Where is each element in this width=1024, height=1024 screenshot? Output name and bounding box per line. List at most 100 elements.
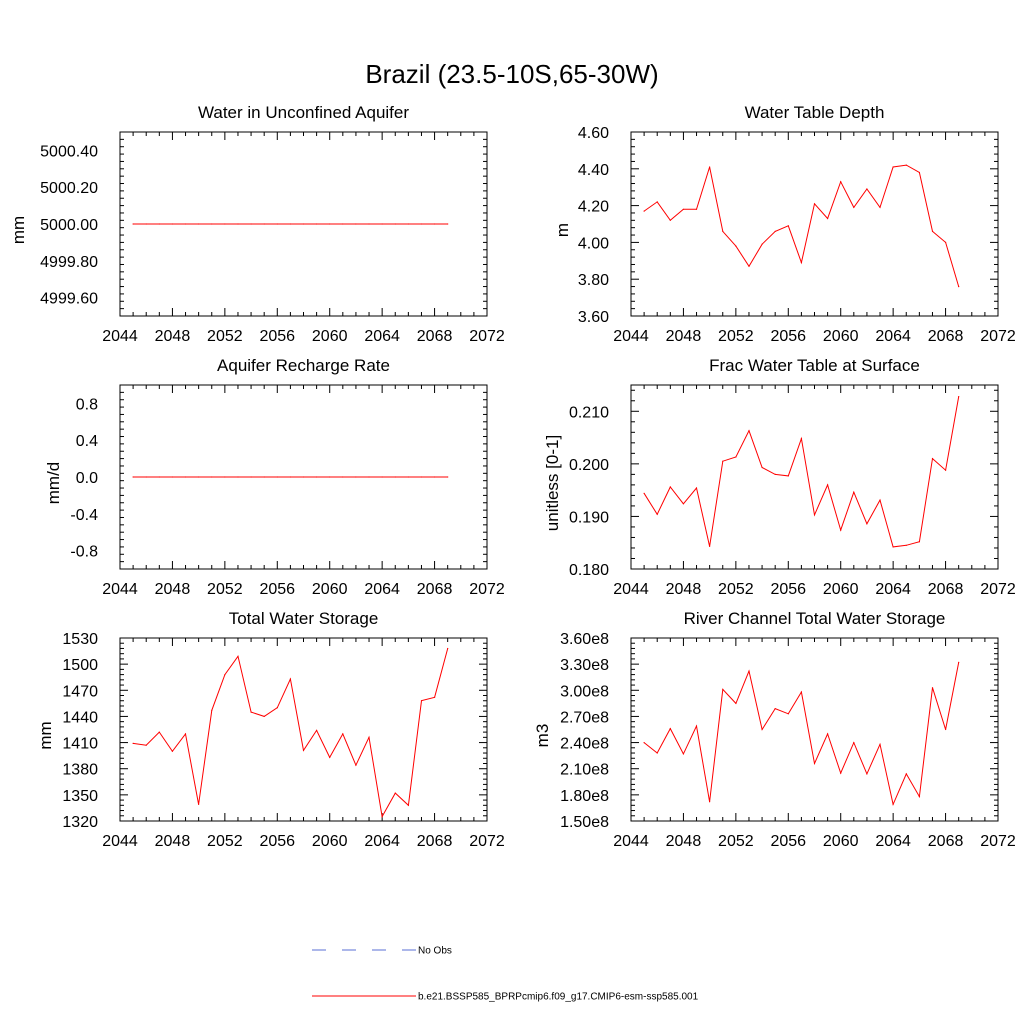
data-point (879, 206, 881, 208)
y-tick-label: 4.20 (578, 199, 609, 216)
x-tick-label: 2068 (928, 328, 964, 345)
data-point (394, 223, 396, 225)
data-point (132, 742, 134, 745)
y-tick-label: 0.8 (76, 396, 98, 413)
data-point (342, 223, 344, 225)
y-tick-label: 3.80 (578, 272, 609, 289)
data-point (329, 756, 331, 759)
data-point (722, 230, 724, 232)
data-point (840, 529, 842, 531)
data-point (735, 456, 737, 458)
x-tick-label: 2056 (770, 833, 806, 850)
data-point (958, 396, 960, 398)
x-tick-label: 2048 (666, 581, 702, 598)
data-point (722, 688, 724, 691)
data-point (866, 188, 868, 190)
y-tick-label: 0.210 (569, 404, 609, 421)
x-tick-label: 2052 (207, 833, 243, 850)
data-point (329, 223, 331, 225)
x-tick-label: 2072 (469, 833, 505, 850)
data-point (368, 223, 370, 225)
x-tick-label: 2048 (155, 328, 191, 345)
y-tick-label: 1410 (62, 736, 98, 753)
x-tick-label: 2068 (928, 581, 964, 598)
x-tick-label: 2072 (469, 581, 505, 598)
data-point (184, 223, 187, 225)
data-point (420, 223, 423, 225)
y-tick-label: 3.00e8 (560, 683, 609, 700)
data-point (905, 164, 907, 166)
data-point (840, 181, 842, 183)
data-point (211, 709, 213, 711)
data-point (669, 728, 671, 730)
x-tick-label: 2044 (613, 581, 649, 598)
data-point (407, 223, 409, 225)
legend-item: No Obs (312, 946, 452, 957)
data-point (774, 708, 776, 710)
data-point (158, 731, 160, 733)
data-point (813, 514, 816, 516)
x-tick-label: 2052 (718, 328, 754, 345)
data-point (224, 223, 226, 225)
data-point (211, 476, 213, 478)
data-point (342, 733, 344, 735)
data-point (682, 503, 685, 505)
legend: No Obs b.e21.BSSP585_BPRPcmip6.f09_g17.CM… (312, 946, 699, 1003)
data-point (276, 476, 278, 478)
data-point (774, 473, 776, 475)
data-point (656, 201, 658, 203)
data-point (761, 466, 763, 469)
x-tick-label: 2068 (417, 328, 453, 345)
data-point (945, 728, 947, 731)
x-tick-label: 2056 (259, 328, 295, 345)
x-tick-label: 2044 (613, 328, 649, 345)
y-tick-label: 0.4 (76, 433, 98, 450)
x-tick-label: 2060 (823, 328, 859, 345)
data-point (447, 476, 449, 478)
data-point (643, 210, 645, 212)
y-axis-label: unitless [0-1] (543, 435, 562, 531)
data-point (656, 513, 658, 515)
data-point (289, 476, 291, 478)
panel-title: Frac Water Table at Surface (709, 356, 920, 375)
y-axis-label: mm (36, 721, 55, 749)
x-tick-label: 2060 (312, 833, 348, 850)
panel-title: Total Water Storage (229, 609, 379, 628)
data-point (918, 541, 921, 543)
x-tick-label: 2064 (364, 328, 400, 345)
y-tick-label: 0.190 (569, 509, 609, 526)
x-tick-label: 2064 (875, 833, 911, 850)
data-point (263, 223, 265, 225)
y-axis-label: m3 (533, 724, 552, 748)
y-tick-label: 1.80e8 (560, 788, 609, 805)
data-point (316, 223, 318, 225)
data-point (158, 476, 160, 478)
data-point (656, 752, 658, 754)
x-tick-label: 2060 (312, 328, 348, 345)
y-tick-label: 0.180 (569, 562, 609, 579)
data-point (905, 773, 907, 775)
data-point (945, 241, 947, 243)
y-tick-label: 2.40e8 (560, 736, 609, 753)
data-point (787, 713, 789, 715)
x-tick-label: 2044 (102, 581, 138, 598)
data-point (263, 476, 265, 478)
data-point (879, 499, 881, 501)
data-point (827, 733, 829, 735)
data-point (695, 208, 698, 210)
y-tick-label: 4999.60 (40, 291, 98, 308)
data-point (853, 742, 855, 744)
data-point (931, 458, 934, 460)
x-tick-label: 2052 (718, 833, 754, 850)
data-point (224, 674, 226, 676)
data-point (132, 223, 134, 225)
data-point (853, 491, 855, 493)
data-point (813, 762, 816, 765)
data-point (184, 476, 187, 478)
x-tick-label: 2060 (312, 581, 348, 598)
legend-label: No Obs (418, 946, 452, 957)
data-point (289, 678, 291, 680)
x-tick-label: 2072 (980, 328, 1016, 345)
data-point (316, 476, 318, 478)
